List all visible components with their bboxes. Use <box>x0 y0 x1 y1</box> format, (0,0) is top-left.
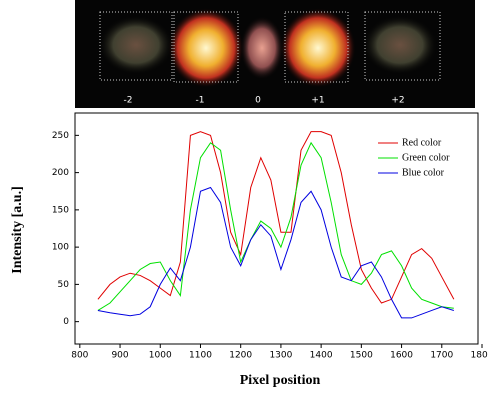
y-tick-label: 100 <box>52 243 69 253</box>
x-tick-label: 1400 <box>310 351 333 361</box>
y-tick-label: 250 <box>52 131 69 141</box>
y-axis-label: Intensity [a.u.] <box>10 186 25 274</box>
dotted-boxes <box>99 11 441 83</box>
x-tick-label: 900 <box>111 351 128 361</box>
data-line <box>97 141 454 311</box>
y-tick-label: 0 <box>63 317 69 327</box>
x-tick-label: 1200 <box>229 351 252 361</box>
order-blob <box>240 16 284 80</box>
y-tick-label: 200 <box>52 168 69 178</box>
order-blob <box>168 8 244 88</box>
data-line <box>97 131 455 304</box>
order-blob <box>280 8 356 88</box>
x-tick-label: 1500 <box>350 351 373 361</box>
x-axis-label: Pixel position <box>240 373 321 388</box>
order-label: +1 <box>311 96 324 106</box>
x-tick-label: 1100 <box>189 351 212 361</box>
plot-frame <box>74 112 479 345</box>
x-tick-label: 1300 <box>269 351 292 361</box>
order-blob <box>98 15 174 75</box>
x-tick-label: 800 <box>71 351 88 361</box>
legend-label: Red color <box>402 137 442 148</box>
x-tick-label: 1000 <box>149 351 172 361</box>
order-label: -2 <box>124 96 133 106</box>
y-tick-label: 150 <box>52 205 69 215</box>
data-line <box>97 186 454 319</box>
order-label: +2 <box>391 96 404 106</box>
spectrum-image: -2 -1 0 +1 +2 <box>75 0 475 108</box>
legend-label: Green color <box>402 152 450 163</box>
order-blob <box>362 15 438 75</box>
y-tick-label: 50 <box>58 280 70 290</box>
x-tick-label: 1600 <box>390 351 413 361</box>
legend-label: Blue color <box>402 167 445 178</box>
x-tick-label: 1700 <box>430 351 453 361</box>
order-label: -1 <box>196 96 205 106</box>
order-label: 0 <box>255 96 261 106</box>
